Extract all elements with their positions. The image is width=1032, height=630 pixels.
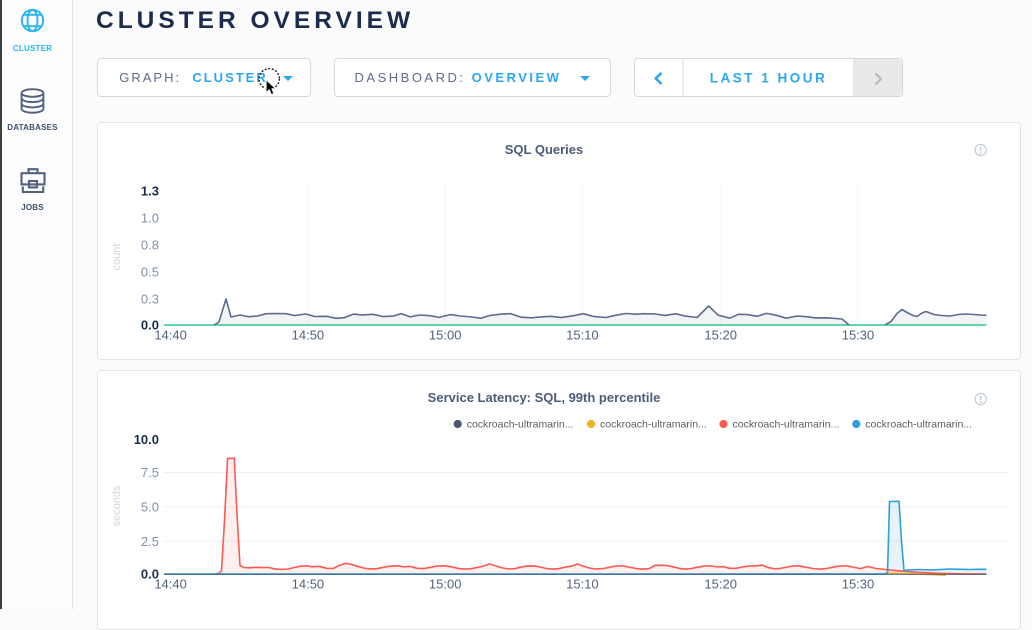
svg-text:14:40: 14:40 (154, 577, 187, 592)
svg-text:5.0: 5.0 (141, 499, 159, 514)
svg-text:0.8: 0.8 (141, 238, 159, 253)
svg-text:2.5: 2.5 (141, 534, 159, 549)
svg-text:cockroach-ultramarin...: cockroach-ultramarin... (600, 419, 707, 431)
svg-text:1.0: 1.0 (141, 211, 159, 226)
svg-text:7.5: 7.5 (141, 465, 159, 480)
svg-text:15:00: 15:00 (429, 328, 462, 343)
svg-text:14:50: 14:50 (292, 328, 325, 343)
svg-text:14:40: 14:40 (154, 328, 187, 343)
svg-text:14:50: 14:50 (292, 577, 325, 592)
svg-text:cockroach-ultramarin...: cockroach-ultramarin... (865, 419, 972, 431)
svg-text:10.0: 10.0 (134, 432, 159, 447)
svg-text:15:30: 15:30 (842, 577, 875, 592)
svg-text:1.3: 1.3 (141, 184, 159, 199)
svg-text:seconds: seconds (111, 485, 123, 526)
svg-text:15:00: 15:00 (429, 577, 462, 592)
svg-text:LAST 1 HOUR: LAST 1 HOUR (710, 71, 828, 86)
svg-text:15:10: 15:10 (566, 577, 599, 592)
svg-text:0.0: 0.0 (141, 567, 159, 582)
svg-text:15:20: 15:20 (704, 577, 737, 592)
svg-text:cockroach-ultramarin...: cockroach-ultramarin... (467, 419, 574, 431)
svg-text:0.3: 0.3 (141, 292, 159, 307)
svg-text:15:20: 15:20 (704, 328, 737, 343)
svg-text:count: count (111, 244, 123, 271)
svg-text:0.0: 0.0 (141, 318, 159, 333)
svg-text:15:30: 15:30 (842, 328, 875, 343)
svg-text:cockroach-ultramarin...: cockroach-ultramarin... (733, 419, 840, 431)
svg-text:0.5: 0.5 (141, 265, 159, 280)
svg-text:15:10: 15:10 (566, 328, 599, 343)
